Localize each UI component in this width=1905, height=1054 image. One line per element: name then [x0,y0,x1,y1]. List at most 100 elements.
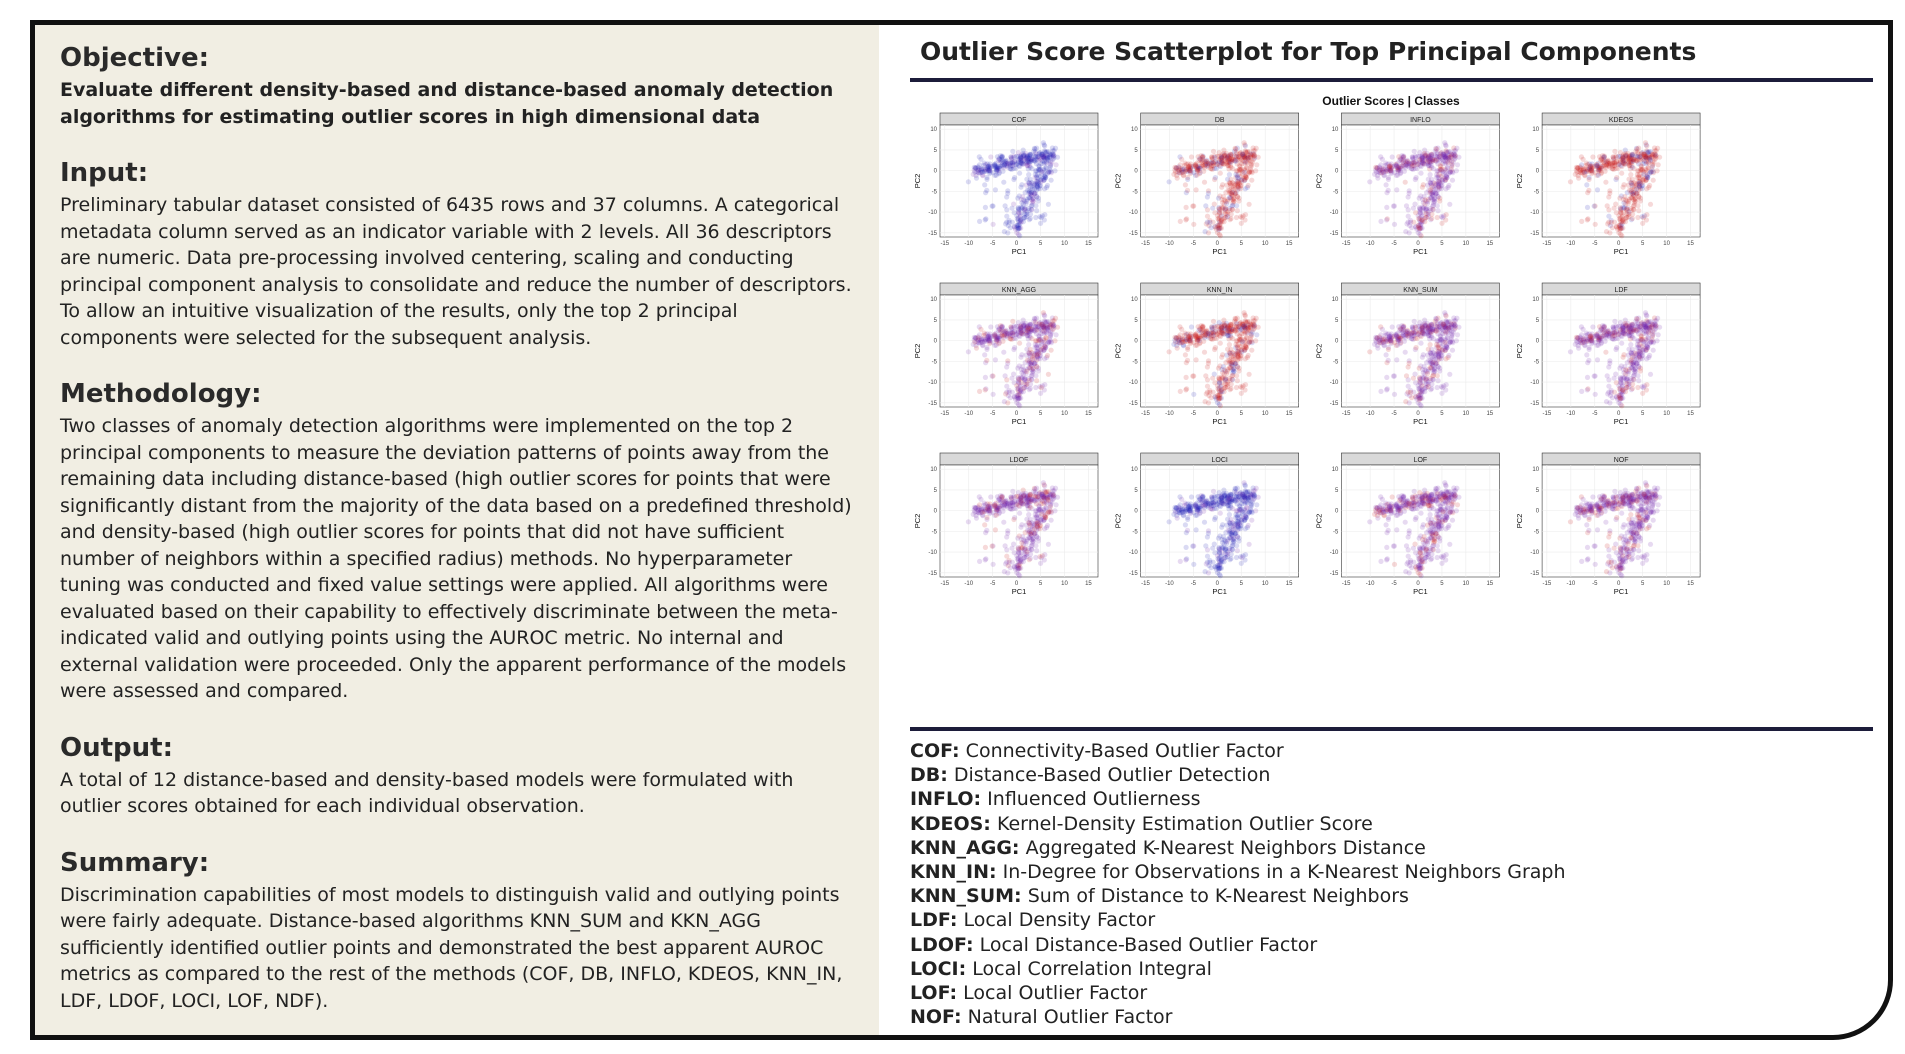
section-heading: Summary: [60,847,210,878]
data-point [1584,387,1590,393]
x-tick-label: -10 [1366,411,1375,417]
data-point [1183,387,1189,393]
data-point [990,391,996,397]
x-tick-label: -5 [1391,411,1397,417]
data-point [1042,313,1048,319]
data-point [1245,352,1251,359]
data-point [1224,214,1231,220]
data-point [1038,496,1044,502]
data-point [1029,189,1035,195]
data-point [1038,215,1044,221]
data-point [1613,324,1619,330]
data-point [1616,386,1622,392]
x-axis-title: PC1 [1212,417,1227,426]
data-point [1650,331,1656,337]
data-point [1205,190,1211,196]
data-point [1034,193,1040,200]
data-point [1579,218,1585,224]
data-point [1435,208,1441,214]
data-point [1032,191,1038,197]
data-point [1035,198,1041,204]
data-point [1013,153,1019,160]
data-point [1214,230,1221,236]
data-point [1008,159,1014,165]
data-point [1001,349,1007,355]
data-point [1013,165,1019,171]
data-point [977,166,983,172]
data-point [1417,223,1423,229]
data-point [1166,179,1172,185]
data-point [983,167,989,173]
data-point [1216,393,1223,399]
data-point [996,170,1002,176]
data-point [1582,166,1588,172]
y-tick-label: 0 [1134,169,1138,175]
data-point [1403,229,1409,235]
data-point [1413,345,1419,351]
data-point [1443,143,1449,149]
data-point [1021,197,1027,203]
data-point [1576,345,1582,351]
data-point [1193,357,1199,363]
data-point [1018,354,1024,360]
data-point [1446,326,1452,332]
data-point [1446,352,1452,359]
y-tick-label: 10 [930,467,937,473]
data-point [1023,155,1029,161]
data-point [1248,161,1254,167]
data-point [1185,176,1191,182]
data-point [1041,177,1047,183]
data-point [1650,347,1656,353]
data-point [1427,342,1433,348]
data-point [1024,346,1030,352]
data-point [1214,400,1221,406]
data-point [1001,158,1007,165]
data-point [1029,193,1035,199]
data-point [1043,165,1049,171]
section-heading: Input: [60,158,149,188]
x-tick-label: 15 [1486,411,1493,417]
data-point [1590,324,1596,330]
data-point [1014,386,1020,392]
data-point [1039,169,1045,175]
data-point [1001,229,1007,235]
data-point [1187,168,1193,174]
x-tick-label: -5 [1191,581,1197,587]
data-point [1623,153,1629,159]
data-point [1623,206,1629,212]
data-point [1052,145,1059,151]
data-point [1210,318,1217,324]
y-tick-label: 0 [1335,339,1339,345]
data-point [1048,501,1054,507]
data-point [1019,205,1025,211]
data-point [1603,349,1609,355]
x-tick-label: 10 [1663,241,1670,247]
data-point [1004,389,1010,395]
y-tick-label: -15 [1530,231,1539,237]
data-point [1026,160,1032,166]
data-point [1021,201,1027,207]
data-point [1409,336,1415,342]
x-tick-label: 15 [1085,241,1092,247]
data-point [1182,182,1188,188]
data-point [1221,367,1227,373]
data-point [1411,148,1417,154]
data-point [1022,152,1028,158]
data-point [976,510,982,516]
data-point [1016,209,1022,216]
data-point [1015,195,1021,201]
data-point [1249,347,1255,353]
data-point [1039,509,1045,515]
data-point [986,166,992,172]
data-point [1415,400,1421,406]
y-tick-label: -10 [1330,380,1339,386]
data-point [1032,190,1038,196]
data-point [1032,316,1038,322]
y-tick-label: 0 [934,169,938,175]
data-point [1041,154,1047,160]
data-point [1014,230,1020,236]
data-point [1004,219,1010,225]
data-point [1233,384,1240,391]
data-point [1052,485,1059,491]
data-point [1250,152,1256,158]
